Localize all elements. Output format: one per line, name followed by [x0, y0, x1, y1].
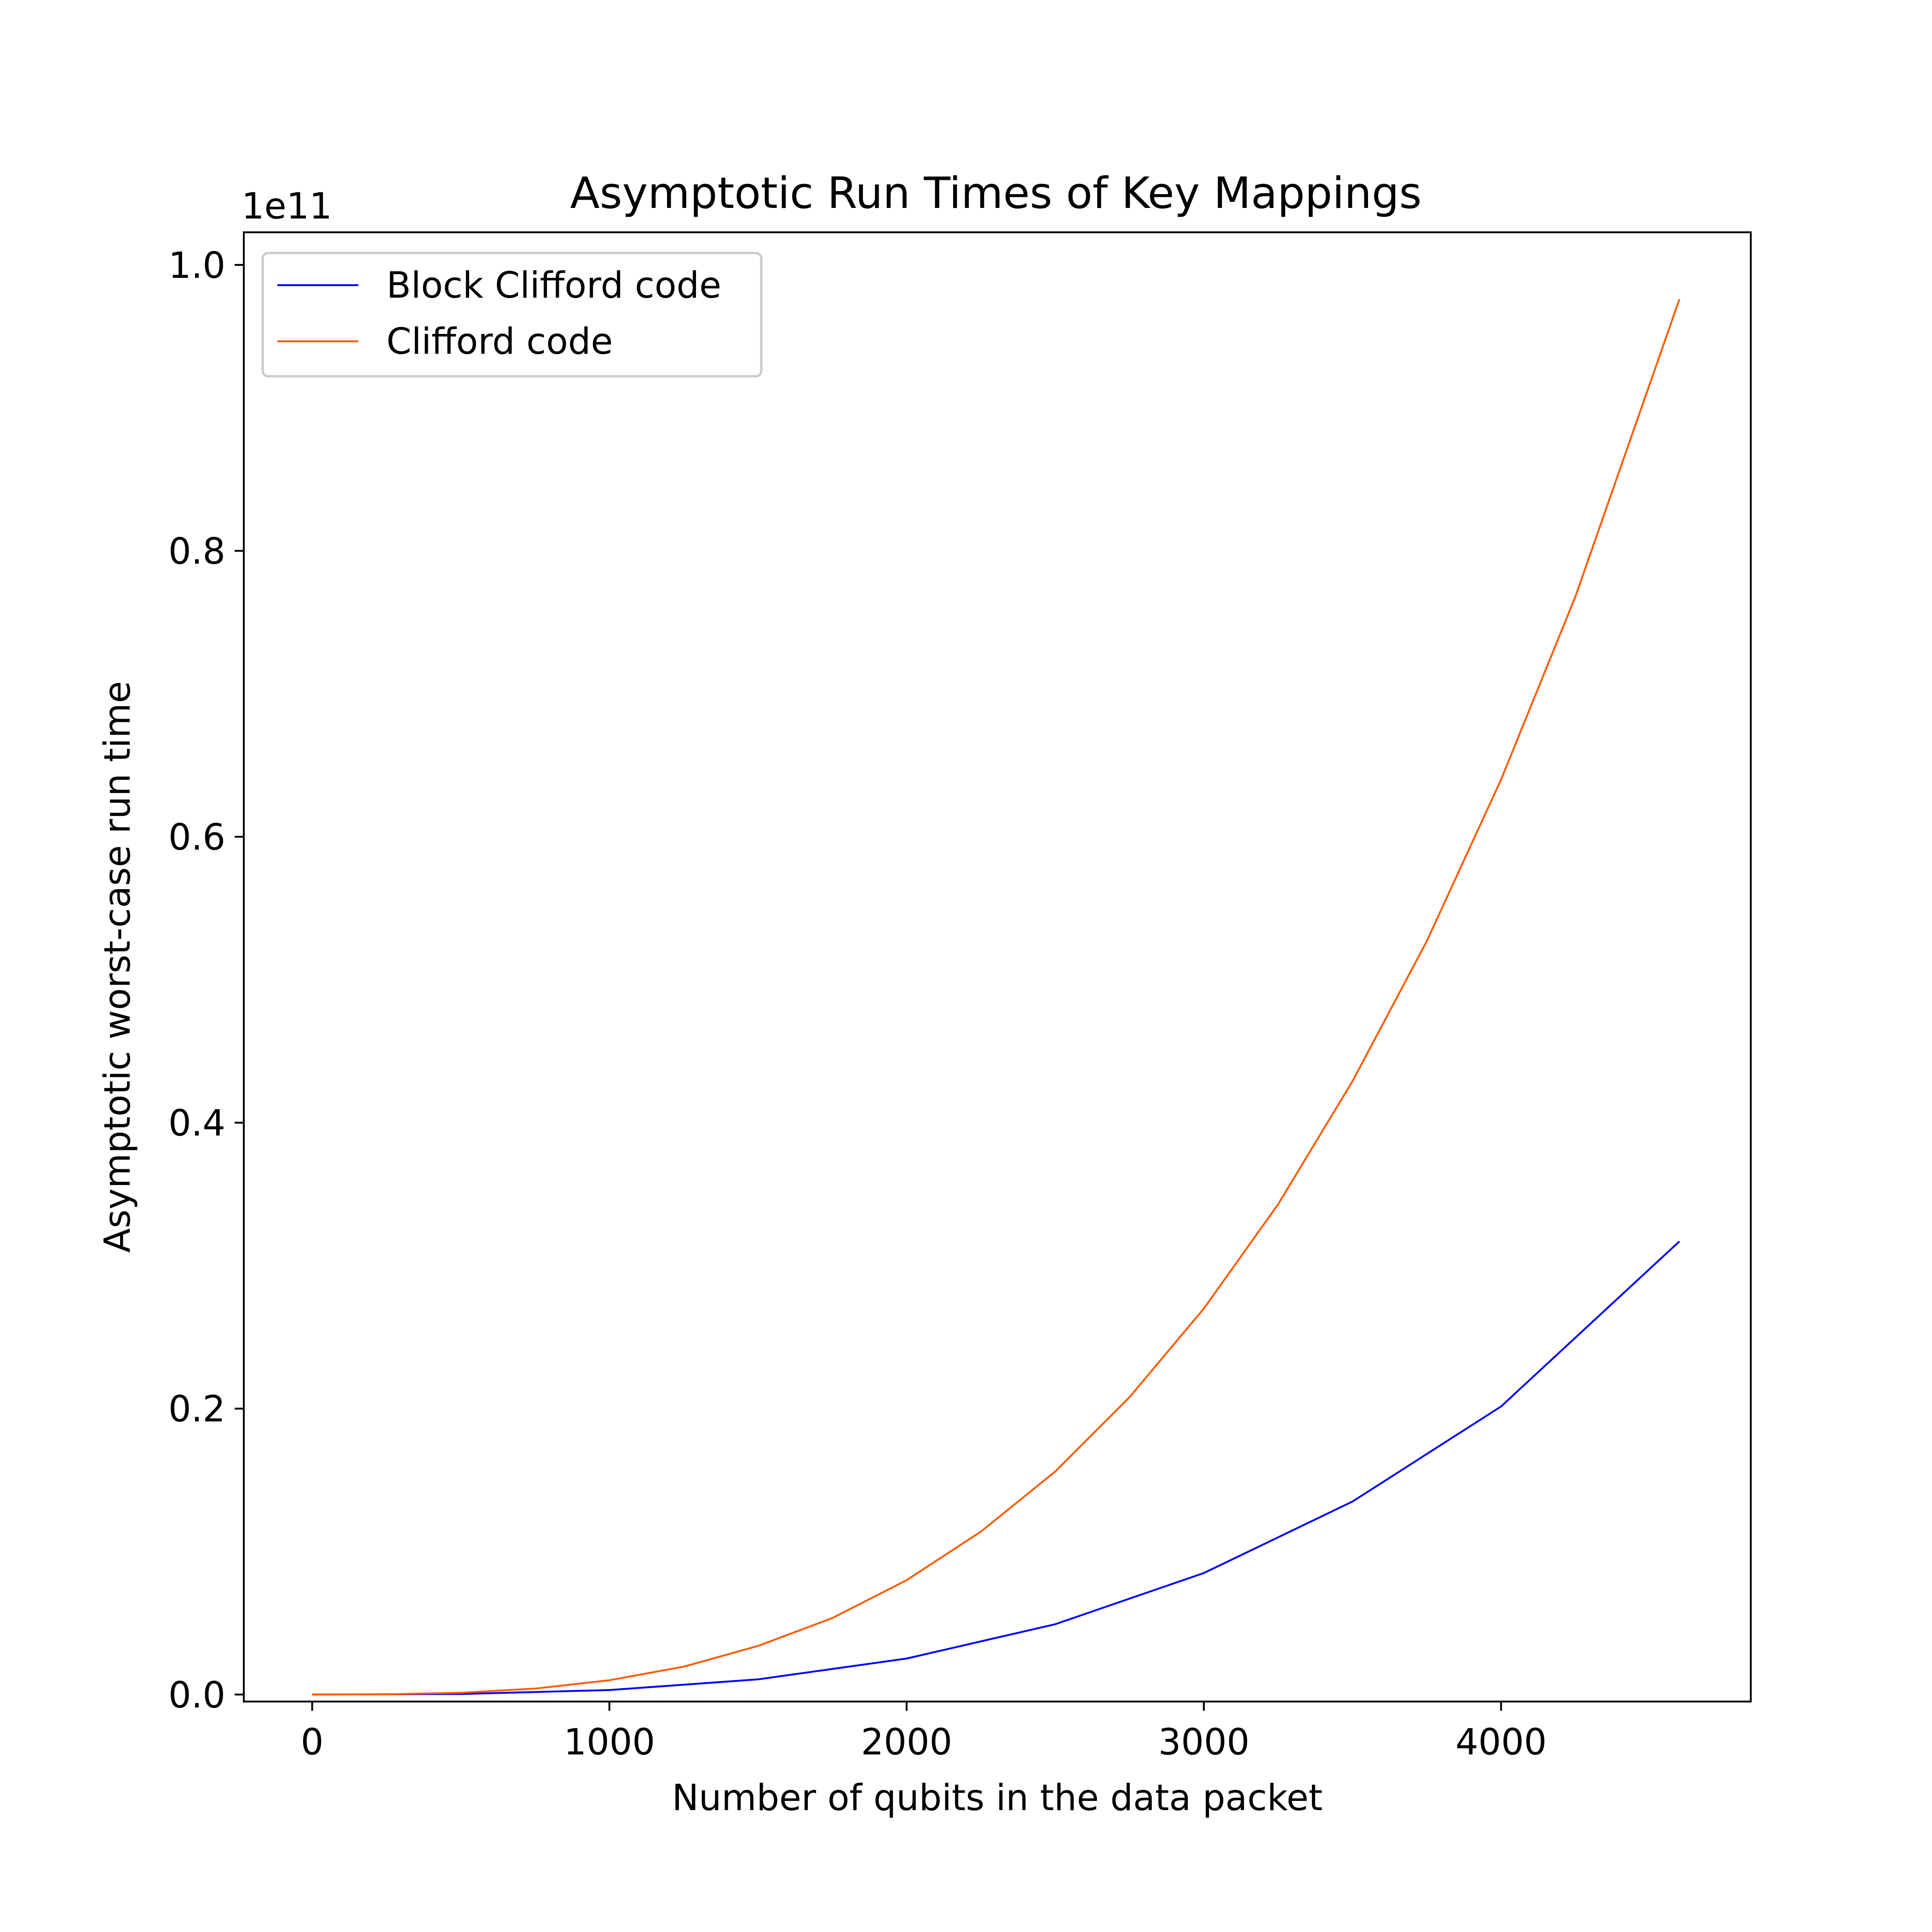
y-axis-label: Asymptotic worst-case run time: [97, 681, 138, 1253]
series-layer: [312, 299, 1680, 1696]
chart-title: Asymptotic Run Times of Key Mappings: [570, 168, 1421, 218]
x-axis-ticks: 0 1000 2000 3000 4000: [301, 1702, 1547, 1763]
legend: Block Clifford code Clifford code: [261, 252, 763, 378]
series-line-block-clifford-code: [312, 1241, 1680, 1696]
y-tick-label: 0.6: [168, 817, 225, 858]
series-line-clifford-code: [312, 299, 1680, 1696]
legend-box: [261, 252, 763, 378]
y-tick-label: 0.2: [168, 1389, 225, 1430]
y-tick-label: 0.4: [168, 1103, 225, 1144]
x-tick-label: 2000: [861, 1722, 953, 1763]
x-tick-label: 4000: [1455, 1722, 1547, 1763]
y-axis-offset-label: 1e11: [242, 186, 332, 227]
x-tick-label: 0: [301, 1722, 324, 1763]
legend-label-clifford: Clifford code: [386, 321, 613, 362]
y-tick-label: 1.0: [168, 245, 225, 287]
x-tick-label: 1000: [564, 1722, 656, 1763]
y-tick-label: 0.0: [168, 1675, 225, 1716]
x-tick-label: 3000: [1158, 1722, 1250, 1763]
x-axis-label: Number of qubits in the data packet: [672, 1777, 1323, 1819]
y-axis-ticks: 0.0 0.2 0.4 0.6 0.8 1.0: [168, 245, 244, 1716]
legend-label-block-clifford: Block Clifford code: [386, 265, 721, 306]
plot-area-frame: [243, 231, 1752, 1702]
y-tick-label: 0.8: [168, 531, 225, 572]
